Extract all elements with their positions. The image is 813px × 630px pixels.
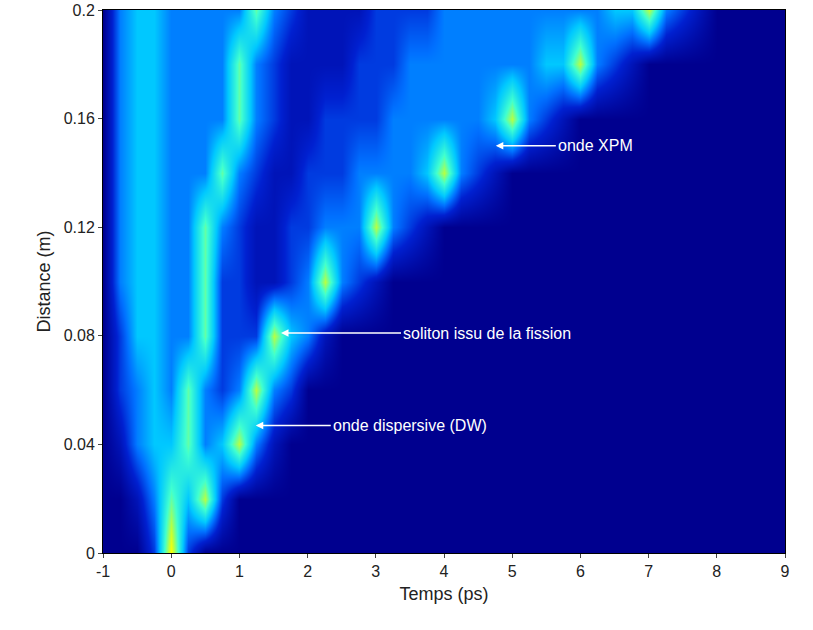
svg-text:4: 4	[440, 563, 449, 580]
svg-text:8: 8	[712, 563, 721, 580]
svg-text:0.12: 0.12	[64, 219, 95, 236]
svg-text:2: 2	[303, 563, 312, 580]
svg-text:Distance (m): Distance (m)	[34, 230, 54, 332]
svg-text:0.08: 0.08	[64, 327, 95, 344]
svg-text:Temps (ps): Temps (ps)	[399, 584, 488, 604]
svg-text:soliton issu de la fission: soliton issu de la fission	[403, 325, 571, 342]
svg-text:0.16: 0.16	[64, 110, 95, 127]
svg-text:0: 0	[167, 563, 176, 580]
svg-text:7: 7	[644, 563, 653, 580]
svg-text:6: 6	[576, 563, 585, 580]
svg-text:-1: -1	[96, 563, 110, 580]
svg-text:1: 1	[235, 563, 244, 580]
svg-text:9: 9	[781, 563, 790, 580]
svg-text:0.2: 0.2	[73, 2, 95, 19]
svg-text:0: 0	[86, 545, 95, 562]
svg-text:3: 3	[371, 563, 380, 580]
svg-text:onde XPM: onde XPM	[558, 137, 633, 154]
svg-text:onde dispersive (DW): onde dispersive (DW)	[333, 417, 487, 434]
svg-text:5: 5	[508, 563, 517, 580]
svg-text:0.04: 0.04	[64, 436, 95, 453]
